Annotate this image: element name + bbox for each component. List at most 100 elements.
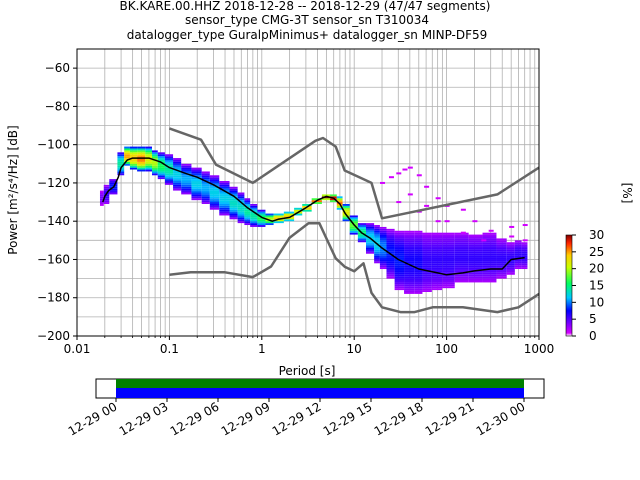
y-tick-label: −200 [37,329,70,343]
psd-density-cell [209,182,220,185]
psd-density-cell [431,284,443,287]
psd-density-cell [482,255,497,258]
psd-density-cell [482,251,497,254]
psd-density-cell [482,272,497,275]
psd-density-cell [237,192,245,195]
psd-density-cell [468,244,483,247]
y-tick-label: −140 [37,214,70,228]
psd-density-cell [431,240,443,243]
psd-density-cell [117,161,125,164]
psd-density-cell [431,278,443,281]
psd-density-cell [229,188,238,191]
psd-density-cell [201,200,210,203]
psd-density-cell [431,269,443,271]
psd-density-cell [265,213,274,216]
psd-density-cell [124,156,130,159]
psd-density-cell [129,154,138,157]
psd-density-cell [219,200,230,203]
psd-density-cell [181,167,192,170]
psd-density-cell [145,146,152,149]
psd-density-cell [219,192,230,195]
psd-density-cell [209,192,220,195]
psd-density-cell [151,167,158,170]
psd-density-cell [124,152,130,155]
psd-density-cell [431,236,443,239]
psd-density-cell [404,286,415,289]
timeline-tick-label: 12-30 00 [474,399,528,438]
psd-density-cell [422,240,432,243]
psd-density-cell [257,217,266,220]
colorbar-tick-label: 10 [589,295,604,309]
colorbar: 0 5 10 15 20 25 30 [%] [565,183,634,343]
psd-density-cell [404,232,415,235]
psd-density-cell [342,217,350,220]
psd-density-cell [414,244,423,247]
psd-density-cell [173,171,182,174]
psd-density-cell [454,253,469,256]
psd-density-cell [442,259,455,262]
mean-psd-curve [102,157,525,276]
psd-density-cell [145,159,152,162]
psd-density-cell [442,247,455,250]
psd-density-cell [157,165,165,168]
psd-outlier-cell [460,208,466,211]
psd-density-cell [414,280,423,283]
psd-density-cell [394,240,405,243]
psd-density-cell [404,236,415,239]
psd-density-cell [394,282,405,285]
psd-density-cell [164,154,174,157]
psd-density-cell [357,225,366,227]
psd-density-cell [394,234,405,237]
psd-density-cell [109,184,118,187]
psd-outlier-cell [396,172,402,175]
psd-density-cell [454,255,469,258]
psd-density-cell [506,270,515,273]
psd-density-cell [431,242,443,245]
psd-density-cell [237,221,245,224]
psd-density-cell [151,169,158,172]
timeline-tick-label: 12-29 09 [219,399,273,438]
psd-density-cell [173,165,182,168]
psd-density-cell [422,290,432,292]
psd-density-cell [229,217,238,220]
psd-density-cell [404,257,415,260]
psd-density-cell [506,261,515,264]
psd-density-cell [422,286,432,289]
psd-density-cell [454,249,469,252]
psd-density-cell [365,238,375,241]
psd-density-cell [404,244,415,247]
psd-density-cell [250,221,258,224]
psd-density-cell [103,202,110,204]
psd-density-cell [506,263,515,266]
psd-density-cell [386,274,395,277]
psd-density-cell [482,259,497,262]
psd-density-cell [137,163,146,166]
psd-density-cell [237,203,245,206]
psd-density-cell [201,175,210,178]
psd-density-cell [173,173,182,176]
psd-outlier-cell [407,193,413,196]
psd-outlier-cell [402,168,408,171]
psd-density-cell [394,272,405,275]
psd-density-cell [151,163,158,166]
psd-density-cell [431,257,443,260]
psd-density-cell [514,244,522,247]
psd-density-cell [237,215,245,218]
psd-density-cell [103,190,110,193]
psd-density-cell [454,240,469,243]
psd-density-cell [414,242,423,245]
psd-outlier-cell [460,231,466,234]
psd-density-cell [209,202,220,204]
psd-density-cell [374,246,380,248]
psd-density-cell [374,238,380,241]
psd-density-cell [124,158,130,160]
psd-density-cell [521,263,528,266]
psd-density-cell [506,247,515,250]
psd-density-cell [209,203,220,206]
psd-outlier-cell [396,201,402,204]
psd-density-cell [442,272,455,275]
psd-density-cell [357,223,366,226]
y-axis-label: Power [m²/s⁴/Hz] [dB] [6,125,20,254]
psd-density-cell [201,188,210,191]
psd-density-cell [442,274,455,277]
